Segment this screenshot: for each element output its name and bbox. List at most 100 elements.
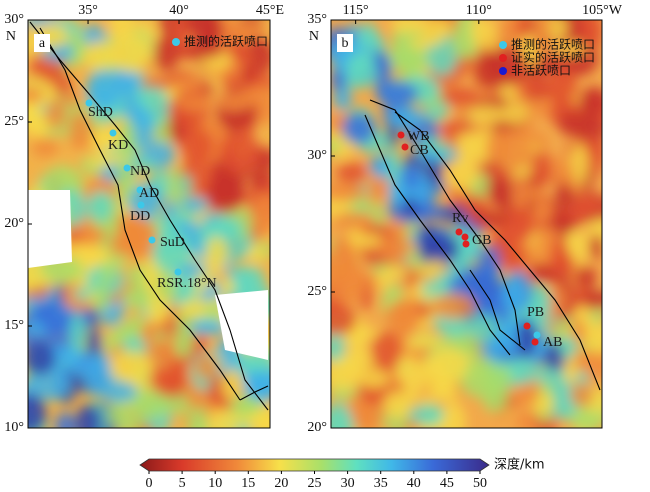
texture <box>221 368 244 402</box>
vent-marker <box>137 201 145 209</box>
colorbar-tick-label: 25 <box>308 476 322 491</box>
vent-label: KD <box>108 138 128 153</box>
colorbar-label: 深度/km <box>494 457 545 473</box>
vent-marker <box>174 268 182 276</box>
texture <box>556 254 577 272</box>
texture <box>172 269 197 303</box>
texture <box>72 36 87 65</box>
texture <box>424 206 448 220</box>
texture <box>189 321 229 335</box>
texture <box>437 120 472 135</box>
texture <box>439 401 466 428</box>
vent-marker <box>531 338 539 346</box>
texture <box>524 46 539 66</box>
texture <box>204 176 244 214</box>
texture <box>511 176 530 214</box>
vent-label: AD <box>139 186 159 201</box>
lon-tick-label: 110° <box>466 3 492 18</box>
texture <box>331 403 354 428</box>
texture <box>580 20 602 52</box>
vent-marker <box>401 143 409 151</box>
texture <box>109 33 153 74</box>
texture <box>83 41 116 71</box>
texture <box>151 231 192 273</box>
texture <box>408 404 445 426</box>
vent-marker <box>109 129 117 137</box>
texture <box>482 380 509 413</box>
colorbar-tick-label: 15 <box>241 476 255 491</box>
lat-tick-label: 10° <box>4 420 24 435</box>
colorbar-tick-label: 45 <box>440 476 454 491</box>
colorbar-tick-label: 10 <box>208 476 222 491</box>
texture <box>168 165 182 206</box>
texture <box>465 20 497 48</box>
texture <box>331 329 346 366</box>
vent-label: SuD <box>160 235 185 250</box>
texture <box>205 235 228 274</box>
texture <box>241 371 270 388</box>
texture <box>430 235 461 263</box>
texture <box>359 367 389 389</box>
lon-tick-label: 40° <box>169 3 189 18</box>
colorbar-tick-label: 50 <box>473 476 487 491</box>
texture <box>451 21 473 60</box>
lat-tick-label: 30° <box>307 148 327 163</box>
legend-label: 推测的活跃喷口 <box>511 37 595 52</box>
frame <box>330 19 603 429</box>
texture <box>536 20 550 46</box>
texture <box>428 347 468 385</box>
texture <box>480 367 514 387</box>
legend-marker <box>172 38 180 46</box>
colorbar-tick-label: 20 <box>274 476 288 491</box>
texture <box>402 196 419 220</box>
texture <box>250 39 270 74</box>
lat-hemisphere: N <box>6 29 16 44</box>
vent-marker <box>461 233 469 241</box>
texture <box>44 99 67 130</box>
texture <box>331 139 340 155</box>
texture <box>28 393 47 428</box>
lat-tick-label: 25° <box>4 114 24 129</box>
texture <box>589 234 602 260</box>
texture <box>419 136 439 152</box>
texture <box>521 78 554 97</box>
panel-label-box <box>337 34 353 52</box>
map-panel-a <box>28 20 270 428</box>
lat-tick-label: 30° <box>4 12 24 27</box>
texture <box>180 127 213 166</box>
texture <box>403 165 419 190</box>
texture <box>555 41 586 57</box>
colorbar-tick-label: 5 <box>179 476 186 491</box>
vent-label: RSR.18°N <box>157 276 217 291</box>
legend-label: 非活跃喷口 <box>511 64 571 78</box>
texture <box>580 86 602 117</box>
texture <box>559 335 577 359</box>
texture <box>446 157 479 191</box>
texture <box>218 132 261 174</box>
vent-marker <box>85 99 93 107</box>
texture <box>570 143 589 185</box>
texture <box>501 275 527 313</box>
texture <box>331 304 357 336</box>
vent-marker <box>148 236 156 244</box>
texture <box>173 328 193 359</box>
texture <box>129 397 172 419</box>
texture <box>218 278 236 295</box>
colorbar-tick-label: 0 <box>146 476 153 491</box>
texture <box>191 20 223 49</box>
lat-tick-label: 20° <box>4 216 24 231</box>
texture <box>69 312 86 354</box>
texture <box>176 95 215 112</box>
texture <box>87 190 113 223</box>
texture <box>31 137 59 158</box>
lon-tick-label: 115° <box>343 3 369 18</box>
texture <box>516 20 532 38</box>
texture <box>384 301 416 330</box>
vent-marker <box>397 131 405 139</box>
texture <box>345 51 378 89</box>
texture <box>178 300 216 319</box>
legend-label: 推测的活跃喷口 <box>184 34 268 49</box>
texture <box>350 233 384 249</box>
texture <box>581 290 602 308</box>
